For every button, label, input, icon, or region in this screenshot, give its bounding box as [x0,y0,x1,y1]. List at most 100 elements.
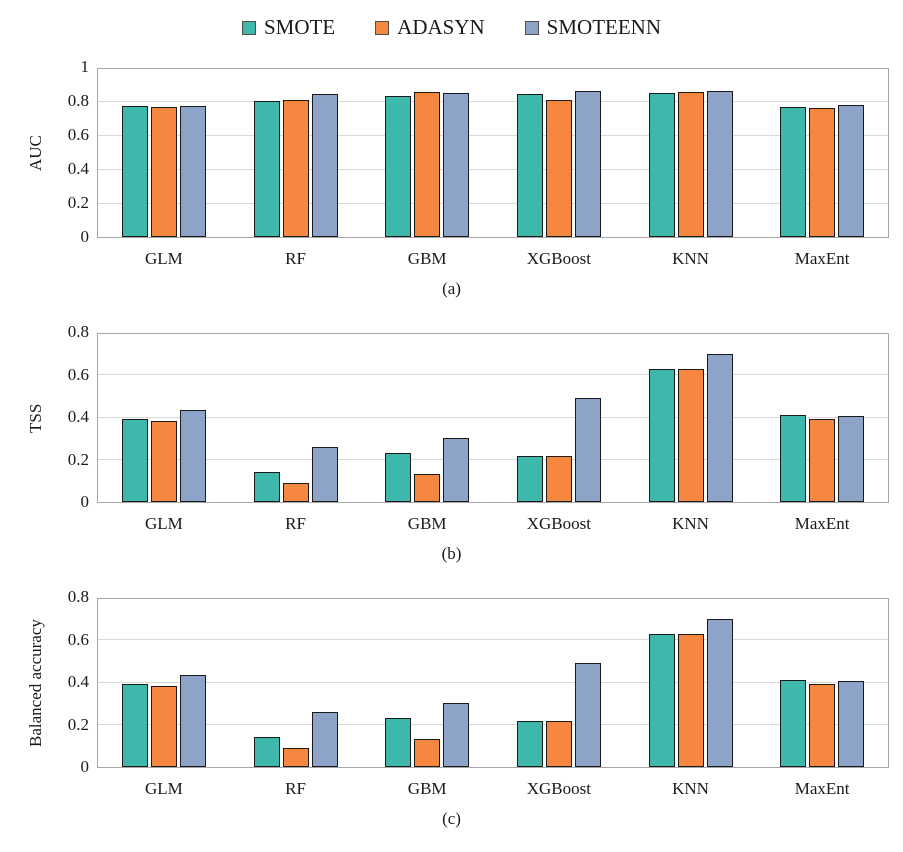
y-tick-label: 0.4 [67,672,89,691]
caption-a: (a) [442,279,461,298]
bar-adasyn-xgboost [545,456,572,502]
x-category-label-maxent: MaxEnt [794,249,850,268]
bar-smote-rf [253,472,280,502]
y-tick-label: 0.4 [67,407,89,426]
legend-label-adasyn: ADASYN [397,15,485,39]
bar-group-knn [648,354,733,502]
bar-adasyn-glm [150,686,177,767]
bar-group-glm [121,409,206,502]
x-category-label-rf: RF [285,249,306,268]
bar-smoteenn-knn [706,90,733,237]
plot-area-balanced-accuracy: Balanced accuracy 0 0.2 0.4 0.6 0.8 GLM RF GBM X… [26,587,889,798]
bar-smote-rf [253,101,280,237]
caption-c: (c) [442,809,461,828]
y-tick-label: 0.2 [67,449,89,469]
plot-area-tss: TSS 0 0.2 0.4 0.6 0.8 GLM RF GBM XGBoost KNN MaxEn… [26,322,889,533]
bar-adasyn-maxent [809,419,836,502]
y-tick-label: 0 [80,492,90,511]
x-category-label-glm: GLM [144,514,183,533]
bar-smote-xgboost [516,721,543,767]
x-category-label-xgboost: XGBoost [526,779,591,798]
bar-adasyn-xgboost [545,721,572,767]
bar-smoteenn-maxent [838,105,865,237]
bar-smoteenn-xgboost [574,662,601,767]
bar-smote-glm [121,106,148,237]
legend-swatch-adasyn [375,20,390,35]
gridline [98,374,888,375]
y-tick-label: 0.6 [67,364,89,384]
bar-group-knn [648,90,733,237]
bar-smote-knn [648,369,675,502]
bar-smote-knn [648,93,675,237]
legend-item-adasyn: ADASYN [375,15,485,40]
y-tick-label: 0.4 [67,159,89,178]
bar-smote-gbm [385,95,412,237]
bar-smoteenn-gbm [443,92,470,237]
gridline [98,681,888,683]
legend-label-smoteenn: SMOTEENN [546,15,662,39]
legend: SMOTE ADASYN SMOTEENN [0,0,903,40]
bar-adasyn-rf [282,747,309,767]
bar-smoteenn-rf [311,94,338,237]
x-category-label-rf: RF [285,779,306,798]
bar-group-xgboost [516,90,601,237]
y-tick-label: 0.8 [67,322,89,341]
chart-balanced-accuracy: Balanced accuracy 0 0.2 0.4 0.6 0.8 GLM RF GBM X… [0,587,903,830]
gridline [98,202,888,204]
legend-label-smote: SMOTE [263,15,336,39]
bar-smoteenn-gbm [443,703,470,767]
bar-adasyn-xgboost [545,100,572,237]
x-category-label-glm: GLM [144,249,183,268]
x-category-label-xgboost: XGBoost [526,249,591,268]
bar-adasyn-rf [282,482,309,502]
bar-group-rf [253,446,338,502]
x-category-label-knn: KNN [672,779,709,798]
bar-smote-gbm [385,718,412,767]
bar-group-glm [121,674,206,767]
y-tick-label: 0 [80,227,90,246]
bar-adasyn-knn [677,634,704,767]
gridline [98,100,888,102]
y-tick-label: 0.2 [67,193,89,212]
x-category-label-maxent: MaxEnt [794,514,850,533]
y-tick-label: 0.2 [67,714,89,734]
x-category-label-maxent: MaxEnt [794,779,850,798]
bar-adasyn-gbm [414,739,441,767]
bar-smoteenn-rf [311,711,338,767]
bar-group-gbm [385,91,470,237]
chart-auc: AUC 0 0.2 0.4 0.6 0.8 1 GLM RF GBM XGBoost KNN MaxE… [0,57,903,300]
x-category-label-rf: RF [285,514,306,533]
bar-adasyn-gbm [414,474,441,502]
bar-adasyn-glm [150,421,177,502]
bar-group-maxent [780,105,865,237]
legend-item-smote: SMOTE [241,15,336,40]
bar-adasyn-rf [282,100,309,237]
bar-smoteenn-glm [179,409,206,502]
bar-adasyn-knn [677,369,704,502]
bar-smoteenn-maxent [838,415,865,502]
legend-swatch-smoteenn [524,20,539,35]
legend-item-smoteenn: SMOTEENN [524,15,662,40]
bar-smoteenn-gbm [443,438,470,502]
bar-group-rf [253,711,338,767]
gridline [98,639,888,640]
y-tick-label: 0.6 [67,125,89,144]
x-category-label-glm: GLM [144,779,183,798]
bar-smote-xgboost [516,94,543,237]
bar-smote-knn [648,634,675,767]
bar-group-maxent [780,414,865,502]
bar-smote-maxent [780,106,807,237]
bar-group-glm [121,106,206,237]
x-category-label-gbm: GBM [407,779,447,798]
bar-group-rf [253,94,338,237]
bar-smote-glm [121,419,148,502]
caption-b: (b) [441,544,462,563]
gridline [98,459,888,460]
x-category-label-knn: KNN [672,249,709,268]
bar-smote-maxent [780,679,807,767]
bar-smoteenn-xgboost [574,397,601,502]
bar-smote-maxent [780,414,807,502]
bar-smote-rf [253,737,280,767]
bar-group-maxent [780,679,865,767]
x-category-label-knn: KNN [672,514,709,533]
